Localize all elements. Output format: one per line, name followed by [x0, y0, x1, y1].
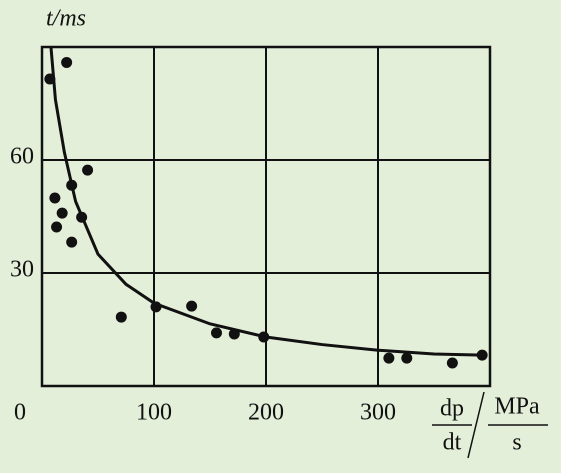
x-tick-label: 0: [14, 400, 26, 426]
y-tick-label: 60: [10, 144, 34, 170]
y-axis-label: t/ms: [46, 6, 86, 32]
data-point: [61, 56, 73, 68]
data-point: [82, 164, 94, 176]
data-point: [66, 179, 78, 191]
x-tick-label: 300: [360, 400, 396, 426]
data-point: [150, 301, 162, 313]
x-tick-label: 100: [136, 400, 172, 426]
data-point: [51, 221, 63, 233]
data-point: [66, 236, 78, 248]
x-tick-label: 200: [248, 400, 284, 426]
data-point: [210, 327, 222, 339]
data-point: [383, 352, 395, 364]
data-point: [49, 192, 61, 204]
data-point: [401, 352, 413, 364]
data-point: [56, 207, 68, 219]
data-point: [258, 331, 270, 343]
data-point: [446, 357, 458, 369]
data-point: [186, 300, 198, 312]
x-label-unit-denominator: s: [512, 430, 521, 456]
y-tick-label: 30: [10, 257, 34, 283]
data-point: [228, 328, 240, 340]
slash: [467, 391, 485, 459]
data-point: [115, 311, 127, 323]
x-label-denominator: dt: [443, 430, 462, 456]
x-label-numerator: dp: [440, 396, 464, 422]
x-label-unit: MPa: [494, 394, 540, 420]
data-point: [44, 73, 56, 85]
data-point: [476, 349, 488, 361]
data-point: [76, 211, 88, 223]
